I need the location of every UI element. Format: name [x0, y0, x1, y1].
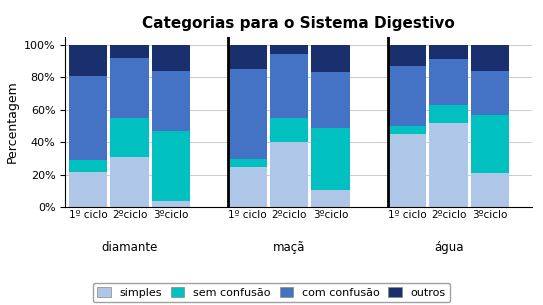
Bar [388, 66, 426, 126]
Bar [430, 45, 468, 59]
Text: água: água [434, 241, 463, 254]
Bar [311, 72, 350, 128]
Bar [110, 58, 149, 118]
Bar [229, 45, 267, 69]
Bar [311, 189, 350, 207]
Bar [270, 55, 308, 118]
Bar [69, 172, 108, 207]
Bar [152, 201, 190, 207]
Bar [152, 71, 190, 131]
Bar [388, 134, 426, 207]
Bar [229, 69, 267, 159]
Bar [152, 131, 190, 201]
Bar [69, 160, 108, 172]
Bar [430, 123, 468, 207]
Bar [471, 173, 509, 207]
Text: diamante: diamante [102, 241, 158, 254]
Bar [270, 118, 308, 142]
Bar [471, 115, 509, 173]
Bar [110, 157, 149, 207]
Bar [388, 126, 426, 134]
Bar [270, 45, 308, 55]
Bar [270, 142, 308, 207]
Bar [311, 128, 350, 189]
Bar [110, 118, 149, 157]
Text: maçã: maçã [273, 241, 305, 254]
Bar [430, 105, 468, 123]
Bar [69, 45, 108, 76]
Bar [471, 71, 509, 115]
Bar [69, 76, 108, 160]
Bar [229, 159, 267, 167]
Bar [430, 59, 468, 105]
Bar [471, 45, 509, 71]
Bar [311, 45, 350, 72]
Y-axis label: Percentagem: Percentagem [5, 81, 18, 163]
Bar [388, 45, 426, 66]
Bar [110, 45, 149, 58]
Bar [152, 45, 190, 71]
Bar [229, 167, 267, 207]
Legend: simples, sem confusão, com confusão, outros: simples, sem confusão, com confusão, out… [93, 283, 450, 303]
Title: Categorias para o Sistema Digestivo: Categorias para o Sistema Digestivo [142, 16, 455, 31]
